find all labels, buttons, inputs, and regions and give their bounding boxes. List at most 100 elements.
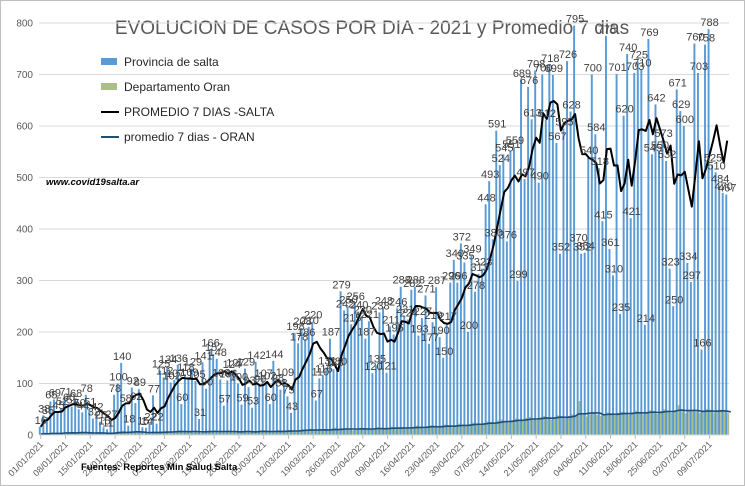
y-tick-label: 0 [27, 431, 33, 442]
data-label: 93 [243, 375, 255, 387]
bar-oran [437, 427, 440, 435]
data-label: 497 [516, 167, 534, 179]
bar-oran [522, 420, 524, 435]
bar-provincia [583, 252, 586, 435]
data-label: 141 [194, 350, 212, 362]
data-label: 701 [608, 62, 626, 74]
average-lines [39, 100, 731, 435]
data-label: 32 [88, 407, 100, 419]
bar-provincia [84, 394, 87, 435]
data-label: 288 [393, 275, 411, 287]
bar-oran [277, 431, 280, 435]
source-note: Fuentes: Reportes Min Salud Salta [81, 462, 238, 473]
data-label: 26 [95, 410, 107, 422]
data-label: 178 [290, 331, 308, 343]
bar-provincia [672, 306, 675, 435]
bar-provincia [268, 404, 271, 435]
bar-oran [543, 415, 546, 435]
bar-provincia [463, 262, 466, 435]
bar-provincia [350, 324, 353, 435]
bar-oran [727, 412, 730, 435]
bar-oran [263, 430, 266, 435]
bar-oran [465, 425, 468, 435]
bar-oran [592, 413, 595, 435]
bar-provincia [180, 404, 183, 435]
bar-provincia [534, 70, 537, 435]
data-label: 78 [109, 383, 121, 395]
bar-provincia [353, 303, 356, 435]
data-label: 775 [598, 24, 616, 36]
data-label: 22 [151, 412, 163, 424]
bar-provincia [633, 72, 636, 435]
bar-oran [631, 412, 634, 435]
data-label: 166 [201, 338, 219, 350]
bar-provincia [371, 373, 374, 435]
bar-oran [430, 425, 432, 435]
bar-oran [249, 431, 252, 435]
bar-provincia [70, 406, 73, 435]
bar-oran [185, 432, 188, 435]
bar-oran [645, 411, 648, 435]
bar-provincia [102, 427, 105, 435]
bar-provincia [304, 339, 307, 435]
data-label: 18 [123, 414, 135, 426]
data-label: 75 [282, 384, 294, 396]
bar-oran [86, 432, 89, 435]
data-label: 370 [569, 232, 587, 244]
bar-provincia [205, 388, 208, 435]
data-label: 92 [127, 376, 139, 388]
data-label: 59 [236, 393, 248, 405]
bar-oran [146, 432, 149, 435]
bar-oran [214, 430, 217, 435]
bar-provincia [555, 142, 558, 435]
bar-provincia [721, 192, 724, 435]
data-label: 700 [534, 63, 552, 75]
bar-provincia [52, 399, 55, 435]
bar-provincia [226, 380, 229, 435]
data-label: 323 [474, 257, 492, 269]
bar-provincia [647, 38, 650, 436]
bar-oran [182, 431, 185, 435]
bar-oran [323, 429, 326, 435]
data-label: 710 [633, 57, 651, 69]
bar-oran [178, 430, 181, 435]
bar-oran [373, 428, 376, 435]
bar-provincia [98, 421, 101, 435]
bar-provincia [201, 362, 204, 435]
bar-provincia [410, 289, 413, 435]
bar-provincia [417, 335, 420, 435]
bar-provincia [378, 312, 381, 435]
data-label: 448 [477, 192, 495, 204]
bar-oran [359, 427, 362, 435]
bar-provincia [658, 151, 660, 435]
bar-oran [536, 420, 539, 435]
data-label: 62 [130, 391, 142, 403]
data-label: 279 [332, 279, 350, 291]
bar-provincia [665, 161, 668, 435]
data-label: 110 [312, 366, 330, 378]
data-label: 44 [77, 400, 89, 412]
bar-provincia [495, 130, 498, 435]
data-label: 88 [275, 378, 287, 390]
data-label: 187 [357, 327, 375, 339]
bar-oran [652, 412, 655, 435]
data-label: 788 [700, 17, 718, 29]
data-label: 128 [325, 357, 343, 369]
data-label: 118 [177, 362, 195, 374]
bar-provincia [520, 80, 522, 435]
bar-oran [709, 411, 712, 435]
bar-oran [394, 428, 397, 435]
legend-label: PROMEDIO 7 DIAS -SALTA [124, 105, 274, 119]
data-label: 525 [704, 153, 722, 165]
data-label: 35 [42, 405, 54, 417]
data-label: 15 [98, 415, 110, 427]
bar-provincia [466, 332, 469, 435]
bar-provincia [258, 385, 261, 435]
data-label: 22 [144, 412, 156, 424]
bar-provincia [81, 412, 84, 435]
bar-oran [539, 417, 542, 435]
bar-provincia [367, 321, 370, 435]
bar-provincia [198, 419, 200, 435]
bar-provincia [396, 308, 399, 435]
bar-provincia [590, 74, 593, 435]
